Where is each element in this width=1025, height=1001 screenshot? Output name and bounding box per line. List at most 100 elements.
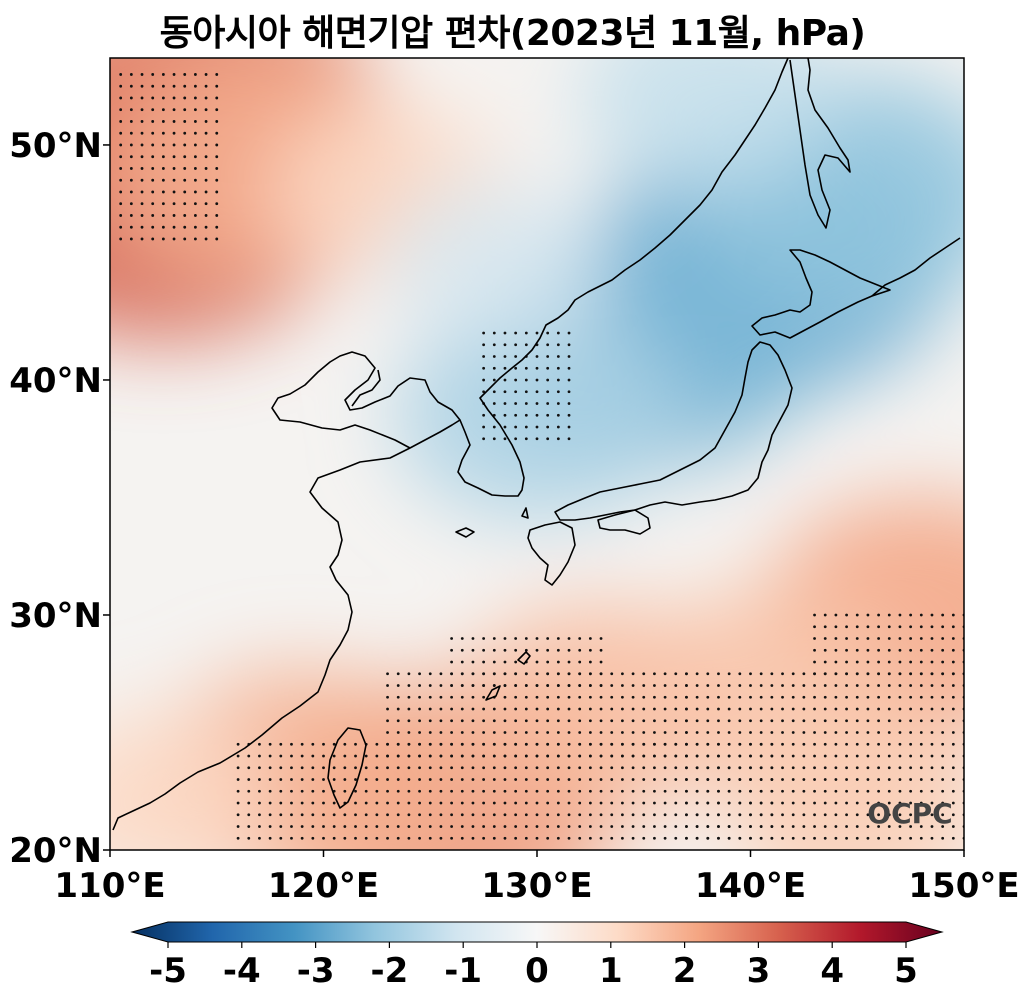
latitude-axis: 20°N 30°N 40°N 50°N — [9, 126, 110, 871]
significance-dot — [919, 742, 923, 746]
significance-dot — [770, 789, 774, 793]
significance-dot — [588, 731, 592, 734]
significance-dot — [685, 742, 688, 746]
significance-dot — [588, 695, 592, 699]
significance-dot — [685, 766, 688, 770]
significance-dot — [727, 789, 731, 793]
significance-dot — [364, 813, 368, 817]
significance-dot — [845, 648, 848, 652]
significance-dot — [546, 331, 550, 335]
significance-dot — [919, 731, 923, 734]
significance-dot — [119, 178, 123, 182]
significance-dot — [845, 707, 848, 711]
significance-dot — [941, 766, 945, 770]
significance-dot — [556, 731, 560, 734]
significance-dot — [129, 167, 133, 170]
significance-dot — [354, 778, 357, 781]
significance-dot — [663, 766, 667, 770]
significance-dot — [941, 801, 945, 805]
significance-dot — [311, 836, 315, 840]
significance-dot — [279, 813, 283, 817]
significance-dot — [556, 719, 560, 723]
significance-dot — [322, 813, 325, 817]
coast-tsushima — [521, 507, 529, 519]
significance-dot — [535, 731, 539, 734]
significance-dot — [418, 742, 421, 746]
significance-dot — [556, 801, 560, 805]
significance-dot — [482, 355, 486, 358]
significance-dot — [258, 778, 261, 781]
significance-dot — [514, 378, 518, 382]
significance-dot — [471, 672, 475, 676]
anomaly-blob — [110, 713, 274, 850]
significance-dot — [749, 825, 752, 828]
significance-dot — [322, 754, 325, 758]
significance-dot — [781, 766, 784, 770]
significance-dot — [877, 825, 880, 828]
significance-dot — [823, 707, 827, 711]
significance-dot — [236, 742, 240, 746]
significance-dot — [951, 660, 955, 664]
significance-dot — [759, 731, 763, 734]
significance-dot — [418, 778, 421, 781]
significance-dot — [204, 178, 208, 182]
significance-dot — [204, 143, 208, 147]
significance-dot — [482, 754, 486, 758]
significance-dot — [514, 331, 518, 335]
significance-dot — [685, 695, 688, 699]
significance-dot — [642, 684, 646, 687]
significance-dot — [631, 825, 635, 828]
significance-dot — [460, 778, 464, 781]
significance-dot — [460, 660, 464, 664]
significance-dot — [514, 672, 518, 676]
significance-dot — [482, 766, 486, 770]
significance-dot — [909, 813, 913, 817]
significance-dot — [268, 801, 272, 805]
significance-dot — [514, 801, 518, 805]
significance-dot — [845, 731, 848, 734]
significance-dot — [738, 695, 742, 699]
significance-dot — [930, 801, 934, 805]
significance-dot — [887, 707, 891, 711]
significance-dot — [140, 143, 144, 147]
significance-dot — [482, 437, 486, 441]
significance-dot — [183, 167, 187, 170]
significance-dot — [791, 754, 795, 758]
significance-dot — [610, 789, 614, 793]
significance-dot — [621, 672, 624, 676]
significance-dot — [194, 73, 197, 76]
significance-dot — [706, 836, 710, 840]
coastlines — [112, 58, 961, 831]
significance-dot — [503, 437, 507, 441]
significance-dot — [653, 836, 656, 840]
significance-dot — [492, 754, 496, 758]
significance-dot — [407, 766, 411, 770]
significance-dot — [770, 825, 774, 828]
significance-dot — [717, 731, 720, 734]
significance-dot — [524, 789, 528, 793]
significance-dot — [204, 73, 208, 76]
significance-dot — [546, 789, 550, 793]
significance-dot — [898, 660, 902, 664]
significance-dot — [631, 695, 635, 699]
significance-dot — [930, 836, 934, 840]
significance-dot — [556, 766, 560, 770]
significance-dot — [930, 660, 934, 664]
significance-dot — [823, 801, 827, 805]
significance-dot — [621, 801, 624, 805]
significance-dot — [503, 390, 507, 394]
significance-dot — [514, 731, 518, 734]
significance-dot — [738, 813, 742, 817]
significance-dot — [919, 695, 923, 699]
significance-dot — [407, 836, 411, 840]
significance-dot — [855, 707, 859, 711]
significance-dot — [503, 731, 507, 734]
significance-dot — [813, 778, 816, 781]
significance-dot — [247, 801, 251, 805]
significance-dot — [343, 825, 347, 828]
significance-dot — [503, 378, 507, 382]
significance-dot — [578, 695, 582, 699]
significance-dot — [396, 825, 400, 828]
significance-dot — [503, 707, 507, 711]
significance-dot — [386, 825, 389, 828]
